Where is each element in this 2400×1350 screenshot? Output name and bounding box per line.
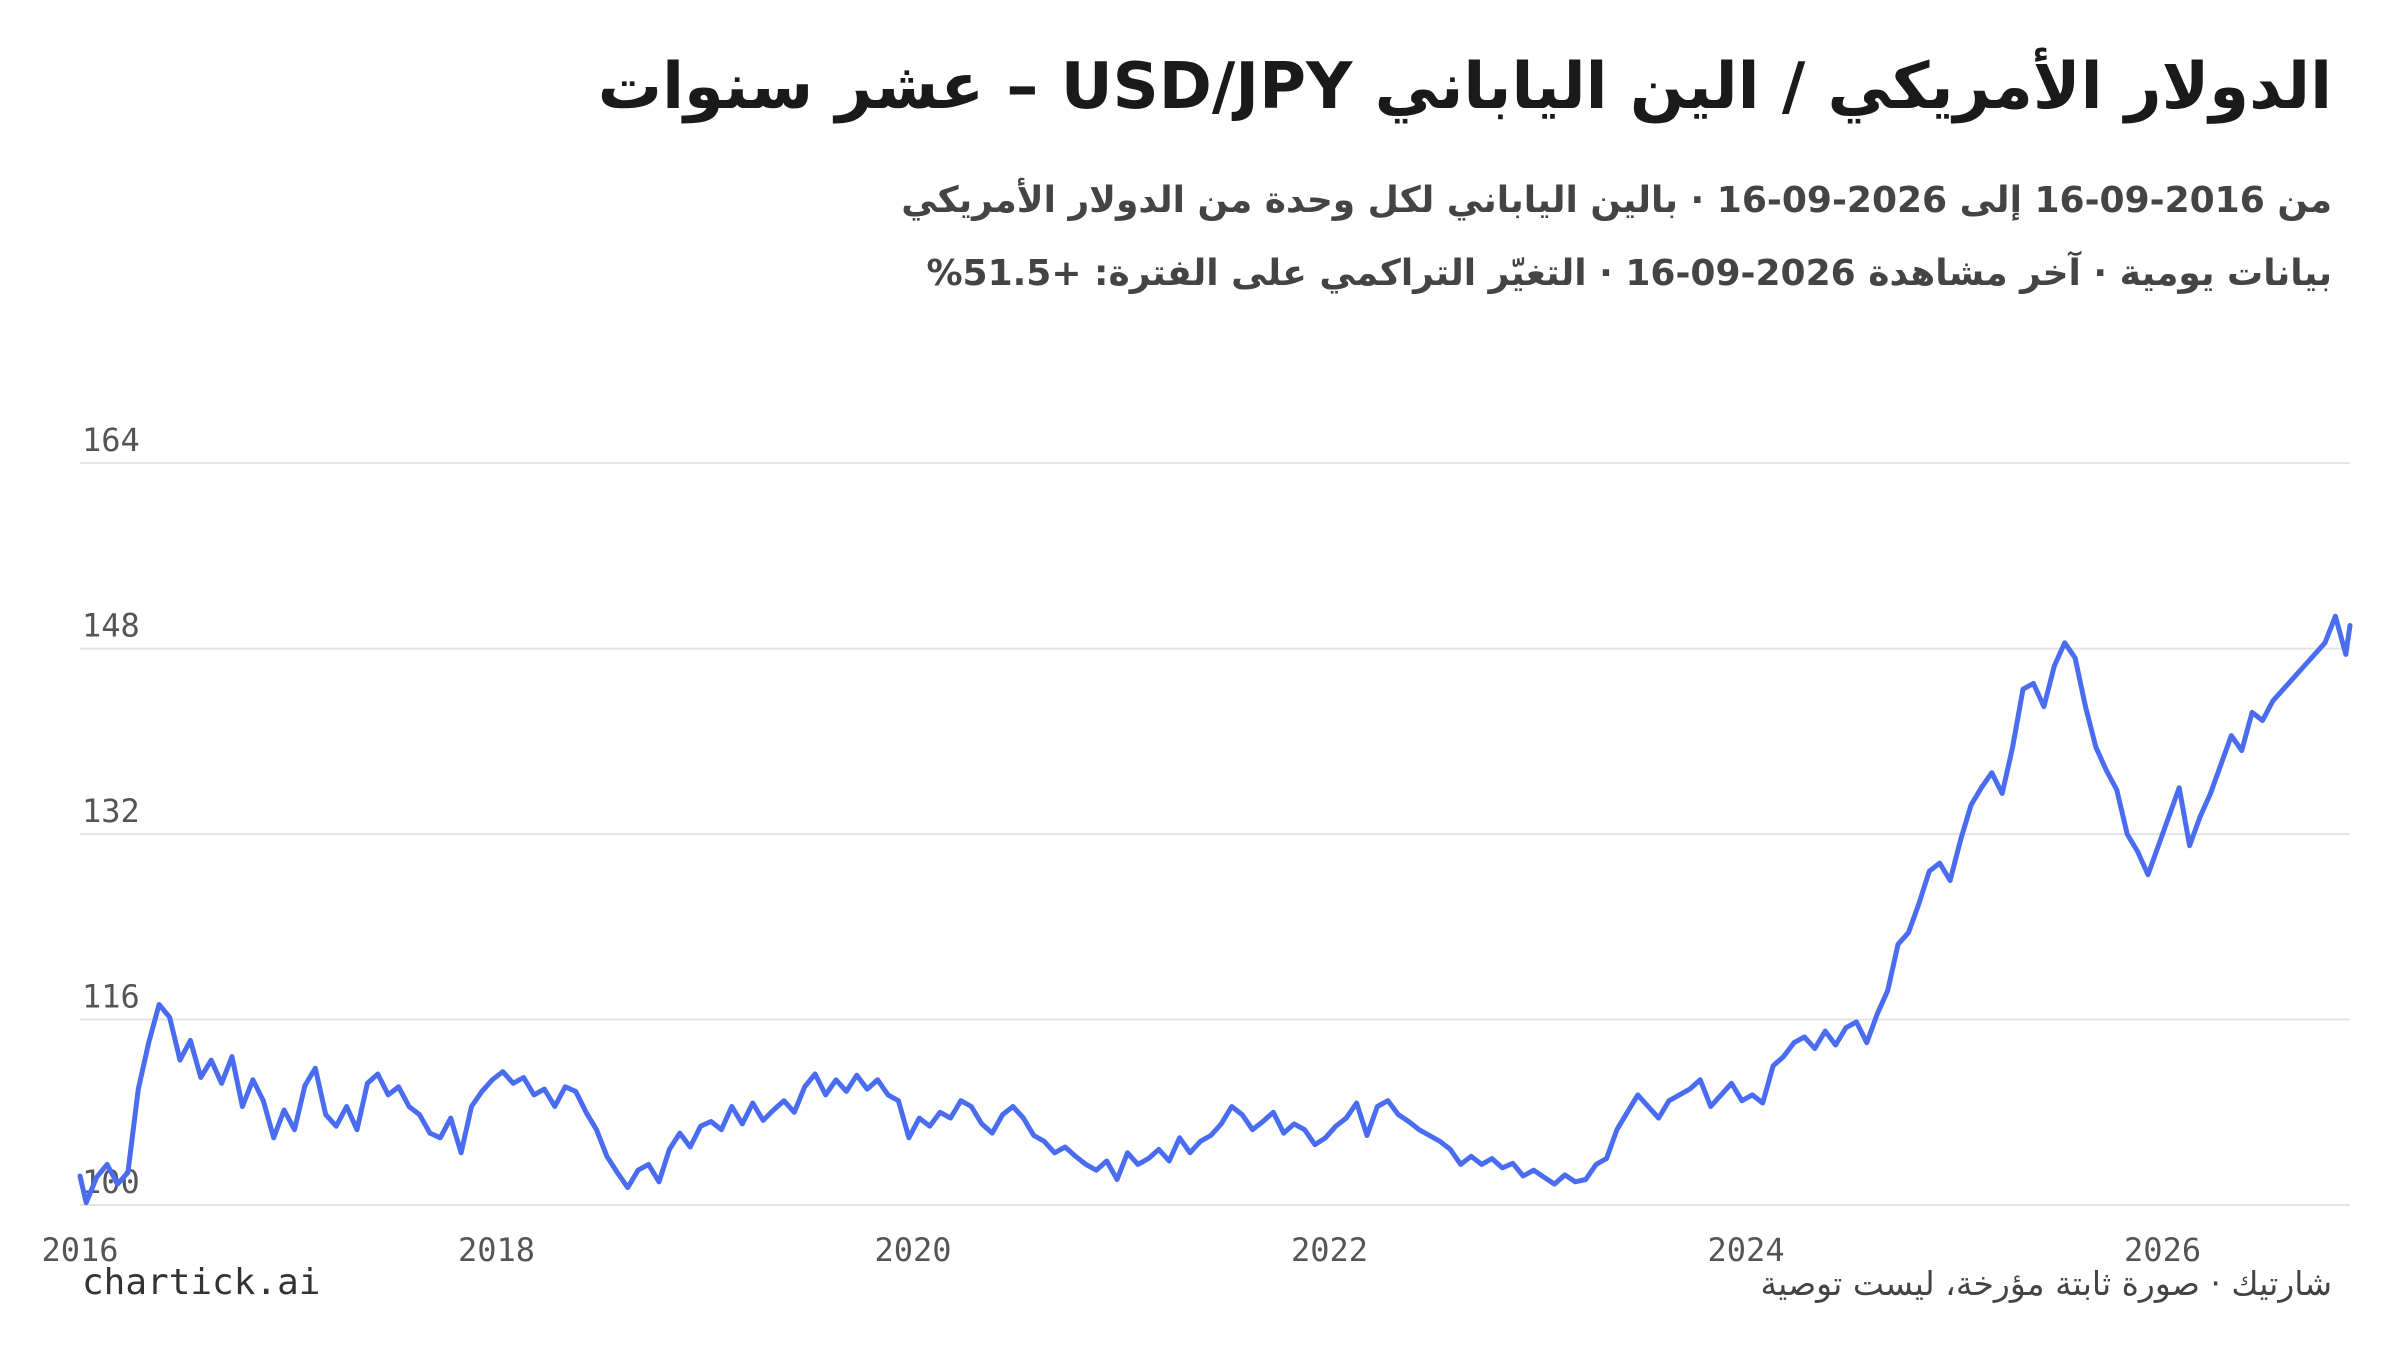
subtitle-stats: بيانات يومية · آخر مشاهدة 2026-09-16 · ا… [926,253,2332,294]
page-title: الدولار الأمريكي / الين الياباني USD/JPY… [597,50,2332,124]
y-tick-label: 148 [82,607,140,645]
brand-label: chartick.ai [82,1262,321,1303]
x-tick-label: 2016 [41,1231,118,1269]
x-tick-label: 2026 [2124,1231,2201,1269]
footer-caption: شارتيك · صورة ثابتة مؤرخة، ليست توصية [1760,1264,2332,1303]
x-tick-label: 2024 [1708,1231,1785,1269]
y-tick-label: 116 [82,978,140,1016]
subtitle-date-range: من 2016-09-16 إلى 2026-09-16 · بالين الي… [901,180,2332,221]
series-line [77,613,2353,1206]
grid-lines [80,462,2350,1206]
x-tick-label: 2018 [458,1231,535,1269]
x-axis-ticks: 2016 2018 2020 2022 2024 2026 [41,1231,2201,1269]
y-tick-label: 132 [82,792,140,830]
y-tick-label: 164 [82,421,140,459]
x-tick-label: 2022 [1291,1231,1368,1269]
x-tick-label: 2020 [874,1231,951,1269]
